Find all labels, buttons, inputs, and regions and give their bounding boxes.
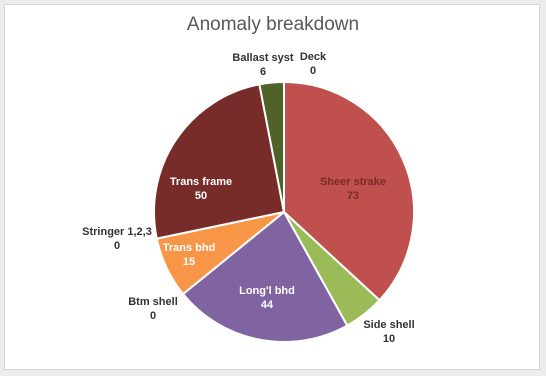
slice-name-ballast-syst: Ballast syst: [232, 52, 293, 64]
pie-slice-trans-frame: [153, 83, 286, 240]
pie-slices: [153, 80, 415, 343]
slice-label-side-shell: Side shell 10: [363, 319, 414, 345]
slice-value-trans-frame: 50: [195, 190, 207, 202]
slice-label-trans-frame: Trans frame 50: [170, 176, 232, 202]
slice-name-btm-shell: Btm shell: [128, 296, 178, 308]
slice-name-long-l-bhd: Long'l bhd: [239, 285, 295, 297]
slice-value-trans-bhd: 15: [183, 256, 195, 268]
slice-label-btm-shell: Btm shell 0: [128, 296, 178, 322]
slice-name-trans-frame: Trans frame: [170, 176, 232, 188]
pie-labels: Sheer strake 73 Side shell 10 Btm shell 0 Long…: [82, 51, 415, 345]
slice-value-ballast-syst: 6: [260, 66, 266, 78]
slice-label-ballast-syst: Ballast syst 6: [232, 52, 293, 78]
pie-chart: Sheer strake 73 Side shell 10 Btm shell 0 Long…: [82, 51, 415, 345]
pie-slice-sheer-strake: [283, 80, 415, 302]
slice-name-side-shell: Side shell: [363, 319, 414, 331]
chart-frame: Anomaly breakdown Sheer strake 73 Side she…: [4, 4, 540, 370]
slice-name-stringer-1-2-3: Stringer 1,2,3: [82, 226, 152, 238]
slice-label-deck: Deck 0: [300, 51, 327, 77]
slice-label-stringer-1-2-3: Stringer 1,2,3 0: [82, 226, 152, 252]
slice-label-trans-bhd: Trans bhd 15: [163, 242, 216, 268]
slice-value-stringer-1-2-3: 0: [114, 240, 120, 252]
slice-value-btm-shell: 0: [150, 310, 156, 322]
slice-value-side-shell: 10: [383, 333, 395, 345]
slice-label-long-l-bhd: Long'l bhd 44: [239, 285, 295, 311]
slice-label-sheer-strake: Sheer strake 73: [320, 176, 386, 202]
slice-value-long-l-bhd: 44: [261, 299, 274, 311]
chart-title: Anomaly breakdown: [186, 14, 360, 35]
pie-slice-long-l-bhd: [181, 210, 349, 343]
pie-slice-ballast-syst: [258, 80, 285, 213]
slice-name-trans-bhd: Trans bhd: [163, 242, 216, 254]
slice-value-deck: 0: [310, 65, 316, 77]
slice-name-deck: Deck: [300, 51, 327, 63]
slice-name-sheer-strake: Sheer strake: [320, 176, 386, 188]
slice-value-sheer-strake: 73: [347, 190, 359, 202]
